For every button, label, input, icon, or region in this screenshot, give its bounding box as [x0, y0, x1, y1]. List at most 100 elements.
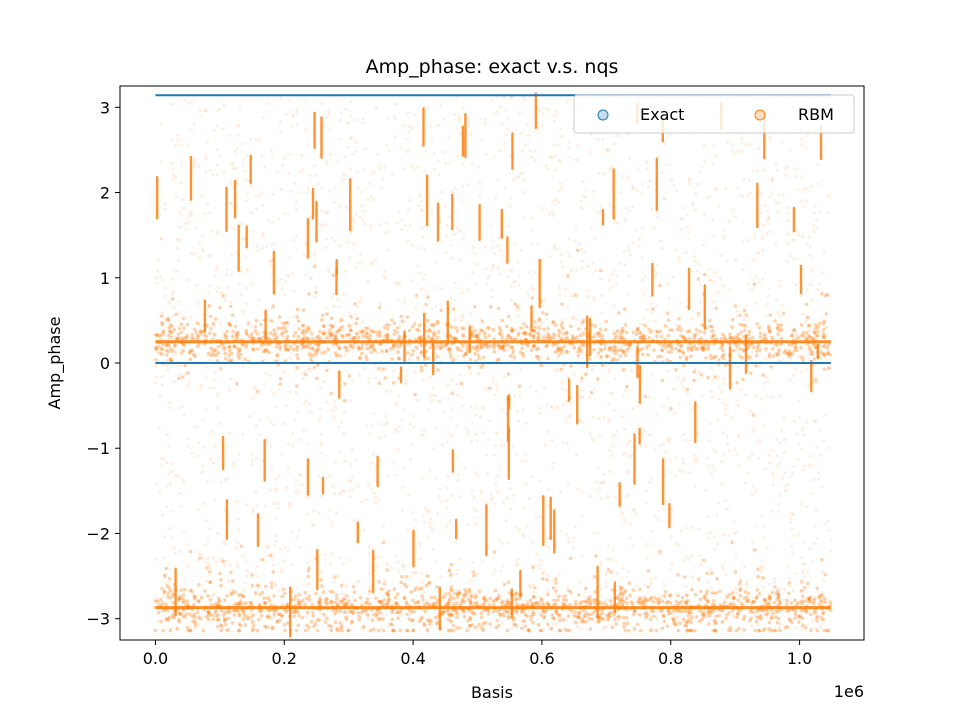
- rbm-point: [478, 343, 483, 347]
- rbm-point: [219, 624, 224, 628]
- rbm-point: [722, 229, 727, 233]
- rbm-point: [410, 325, 415, 329]
- rbm-point: [302, 583, 306, 587]
- rbm-point: [173, 350, 177, 355]
- rbm-point: [206, 140, 210, 144]
- rbm-point: [755, 169, 759, 173]
- rbm-point: [426, 318, 430, 323]
- rbm-point: [799, 626, 803, 630]
- rbm-point: [679, 216, 683, 221]
- rbm-point: [631, 407, 635, 411]
- rbm-point: [377, 498, 381, 502]
- rbm-point: [705, 456, 709, 461]
- rbm-point: [476, 336, 481, 341]
- rbm-point: [562, 403, 566, 407]
- rbm-point: [673, 615, 678, 620]
- rbm-point: [167, 472, 171, 476]
- rbm-point: [819, 350, 823, 355]
- rbm-point: [393, 404, 397, 408]
- rbm-point: [364, 331, 369, 336]
- rbm-point: [752, 345, 756, 350]
- rbm-point: [443, 592, 448, 596]
- rbm-point: [206, 594, 210, 598]
- rbm-point: [551, 320, 556, 324]
- rbm-point: [713, 535, 717, 539]
- rbm-point: [637, 599, 641, 603]
- rbm-point: [561, 387, 565, 391]
- rbm-point: [621, 567, 626, 571]
- rbm-point: [537, 624, 541, 628]
- rbm-point: [533, 149, 537, 153]
- rbm-point: [223, 478, 227, 482]
- rbm-point: [205, 323, 209, 328]
- rbm-point: [180, 405, 184, 409]
- rbm-point: [759, 564, 763, 568]
- rbm-point: [615, 358, 619, 362]
- rbm-point: [660, 378, 665, 383]
- rbm-point: [250, 628, 255, 633]
- rbm-point: [191, 619, 195, 623]
- rbm-point: [192, 612, 197, 616]
- rbm-point: [579, 205, 583, 209]
- rbm-point: [458, 495, 462, 499]
- rbm-point: [711, 300, 715, 304]
- rbm-point: [326, 266, 331, 270]
- rbm-point: [734, 348, 739, 352]
- rbm-point: [502, 253, 506, 258]
- rbm-point: [633, 511, 637, 516]
- rbm-point: [236, 609, 240, 613]
- rbm-point: [228, 201, 232, 206]
- rbm-point: [636, 404, 640, 408]
- rbm-point: [177, 138, 181, 142]
- rbm-point: [639, 595, 644, 599]
- rbm-point: [384, 231, 388, 235]
- rbm-point: [796, 533, 801, 537]
- rbm-point: [637, 373, 641, 378]
- rbm-point: [425, 574, 430, 578]
- rbm-point: [561, 318, 565, 322]
- rbm-point: [529, 228, 534, 232]
- rbm-point: [394, 102, 398, 106]
- rbm-point: [461, 184, 465, 188]
- rbm-point: [775, 326, 780, 331]
- rbm-point: [583, 615, 587, 619]
- rbm-point: [435, 261, 439, 265]
- rbm-point: [183, 336, 187, 340]
- rbm-point: [324, 210, 328, 215]
- rbm-point: [347, 478, 351, 482]
- rbm-point: [591, 531, 596, 535]
- rbm-point: [788, 378, 792, 382]
- rbm-point: [370, 424, 374, 428]
- rbm-point: [740, 349, 745, 353]
- rbm-point: [325, 400, 329, 404]
- rbm-point: [615, 429, 619, 433]
- rbm-point: [178, 611, 183, 615]
- rbm-point: [473, 252, 477, 256]
- rbm-point: [172, 328, 177, 332]
- rbm-point: [497, 331, 502, 336]
- rbm-point: [193, 623, 198, 627]
- rbm-point: [613, 433, 617, 437]
- rbm-point: [223, 563, 227, 568]
- rbm-point: [790, 471, 794, 475]
- rbm-point: [687, 230, 691, 234]
- rbm-point: [508, 354, 513, 359]
- rbm-point: [401, 124, 405, 128]
- rbm-point: [592, 387, 596, 391]
- rbm-point: [454, 541, 458, 545]
- rbm-point: [667, 440, 672, 444]
- rbm-point: [478, 346, 483, 350]
- rbm-point: [787, 591, 791, 596]
- rbm-point: [595, 614, 600, 619]
- rbm-point: [762, 524, 767, 528]
- rbm-point: [472, 304, 477, 309]
- rbm-point: [621, 349, 626, 354]
- rbm-point: [228, 609, 233, 613]
- rbm-point: [676, 628, 681, 633]
- rbm-point: [615, 484, 620, 488]
- rbm-point: [397, 603, 401, 607]
- rbm-point: [806, 570, 810, 575]
- rbm-point: [597, 619, 602, 623]
- rbm-point: [577, 346, 581, 350]
- rbm-point: [317, 347, 321, 352]
